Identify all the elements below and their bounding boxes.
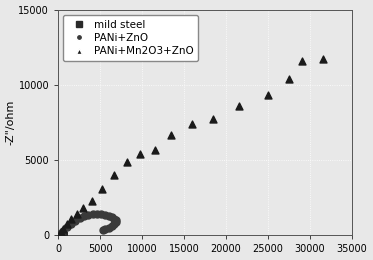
Point [89, 199, 95, 203]
Point [81, 214, 87, 218]
Point [236, 104, 242, 108]
Point [59, 232, 65, 236]
Point [55, 233, 61, 237]
Point [102, 213, 108, 217]
Point [60, 233, 66, 237]
Point [80, 206, 86, 210]
Point [77, 216, 83, 220]
Point [106, 225, 112, 230]
Point [56, 233, 62, 237]
Point [169, 132, 175, 136]
Point [137, 152, 143, 156]
Point [56, 233, 62, 237]
Point [286, 77, 292, 81]
Point [189, 122, 195, 126]
Point [94, 212, 100, 216]
Point [299, 59, 305, 63]
Point [99, 187, 105, 191]
Legend: mild steel, PANi+ZnO, PANi+Mn2O3+ZnO: mild steel, PANi+ZnO, PANi+Mn2O3+ZnO [63, 15, 198, 61]
Point [61, 233, 67, 237]
Point [56, 232, 62, 237]
Point [265, 93, 271, 98]
Point [60, 232, 66, 237]
Point [63, 222, 69, 226]
Point [60, 226, 66, 231]
Point [61, 233, 67, 237]
Point [72, 219, 78, 223]
Point [60, 233, 66, 237]
Point [57, 232, 63, 236]
Point [58, 230, 64, 235]
Point [63, 225, 69, 230]
Point [106, 214, 112, 218]
Point [98, 212, 104, 216]
Point [56, 233, 62, 237]
Point [102, 227, 108, 231]
Point [68, 222, 74, 226]
Point [210, 118, 216, 122]
Point [109, 215, 115, 219]
Point [112, 173, 117, 177]
Point [73, 212, 79, 216]
Point [56, 233, 62, 237]
Point [60, 229, 66, 233]
Point [320, 57, 326, 61]
Point [57, 232, 63, 236]
Point [113, 220, 119, 224]
Point [124, 160, 130, 164]
Point [58, 232, 64, 236]
Point [58, 232, 64, 236]
Point [85, 213, 91, 217]
Point [113, 218, 119, 223]
Point [112, 217, 117, 221]
Point [90, 212, 95, 216]
Point [68, 217, 74, 221]
Point [61, 233, 67, 237]
Point [58, 231, 64, 236]
Point [100, 228, 106, 232]
Point [60, 232, 66, 236]
Y-axis label: -Z"/ohm: -Z"/ohm [6, 100, 16, 145]
Point [152, 147, 158, 152]
Point [109, 224, 115, 228]
Point [112, 222, 117, 226]
